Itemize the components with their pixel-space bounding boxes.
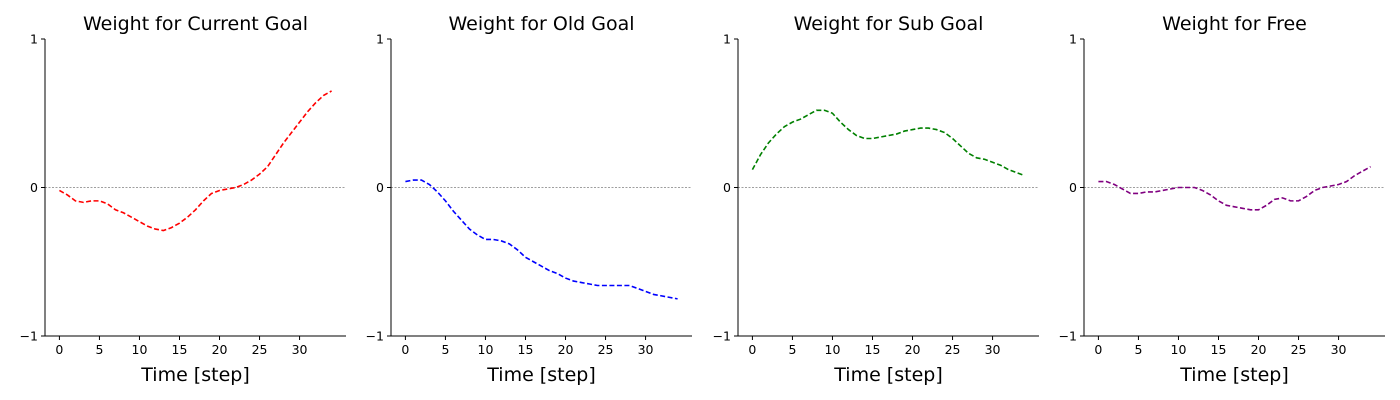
x-tick-label: 20 — [212, 342, 228, 357]
x-axis-label: Time [step] — [140, 364, 249, 386]
x-tick-label: 30 — [985, 342, 1001, 357]
x-tick-label: 20 — [905, 342, 921, 357]
x-tick-label: 5 — [1134, 342, 1142, 357]
y-tick-label: 0 — [723, 180, 731, 195]
x-tick-label: 30 — [1331, 342, 1347, 357]
x-tick-label: 15 — [1211, 342, 1227, 357]
x-tick-label: 10 — [478, 342, 494, 357]
x-tick-label: 10 — [132, 342, 148, 357]
x-tick-label: 0 — [748, 342, 756, 357]
x-axis-label: Time [step] — [1179, 364, 1288, 386]
x-tick-label: 15 — [865, 342, 881, 357]
chart-title: Weight for Old Goal — [448, 13, 634, 35]
y-tick-label: 1 — [376, 32, 384, 47]
y-tick-label: 1 — [723, 32, 731, 47]
x-tick-label: 5 — [441, 342, 449, 357]
x-tick-label: 0 — [55, 342, 63, 357]
y-tick-label: 0 — [376, 180, 384, 195]
x-tick-label: 15 — [518, 342, 534, 357]
chart-title: Weight for Current Goal — [83, 13, 308, 35]
x-tick-label: 5 — [788, 342, 796, 357]
series-line — [1098, 166, 1371, 211]
series-line — [59, 90, 332, 232]
y-tick-label: −1 — [20, 329, 38, 344]
x-tick-label: 0 — [401, 342, 409, 357]
x-tick-label: 20 — [558, 342, 574, 357]
x-tick-label: 15 — [172, 342, 188, 357]
y-tick-label: −1 — [1059, 329, 1077, 344]
y-tick-label: 0 — [1069, 180, 1077, 195]
chart-title: Weight for Sub Goal — [794, 13, 984, 35]
y-tick-label: −1 — [366, 329, 384, 344]
x-axis-label: Time [step] — [486, 364, 595, 386]
x-axis-label: Time [step] — [833, 364, 942, 386]
x-tick-label: 20 — [1251, 342, 1267, 357]
y-tick-label: 0 — [30, 180, 38, 195]
y-tick-label: 1 — [30, 32, 38, 47]
x-tick-label: 25 — [598, 342, 614, 357]
x-tick-label: 10 — [825, 342, 841, 357]
chart-title: Weight for Free — [1162, 13, 1307, 35]
x-tick-label: 10 — [1171, 342, 1187, 357]
y-tick-label: 1 — [1069, 32, 1077, 47]
x-tick-label: 30 — [292, 342, 308, 357]
x-tick-label: 0 — [1094, 342, 1102, 357]
x-tick-label: 25 — [252, 342, 268, 357]
x-tick-label: 5 — [95, 342, 103, 357]
series-line — [405, 179, 678, 300]
x-tick-label: 30 — [638, 342, 654, 357]
x-tick-label: 25 — [1291, 342, 1307, 357]
series-line — [751, 109, 1025, 177]
y-tick-label: −1 — [713, 329, 731, 344]
x-tick-label: 25 — [945, 342, 961, 357]
